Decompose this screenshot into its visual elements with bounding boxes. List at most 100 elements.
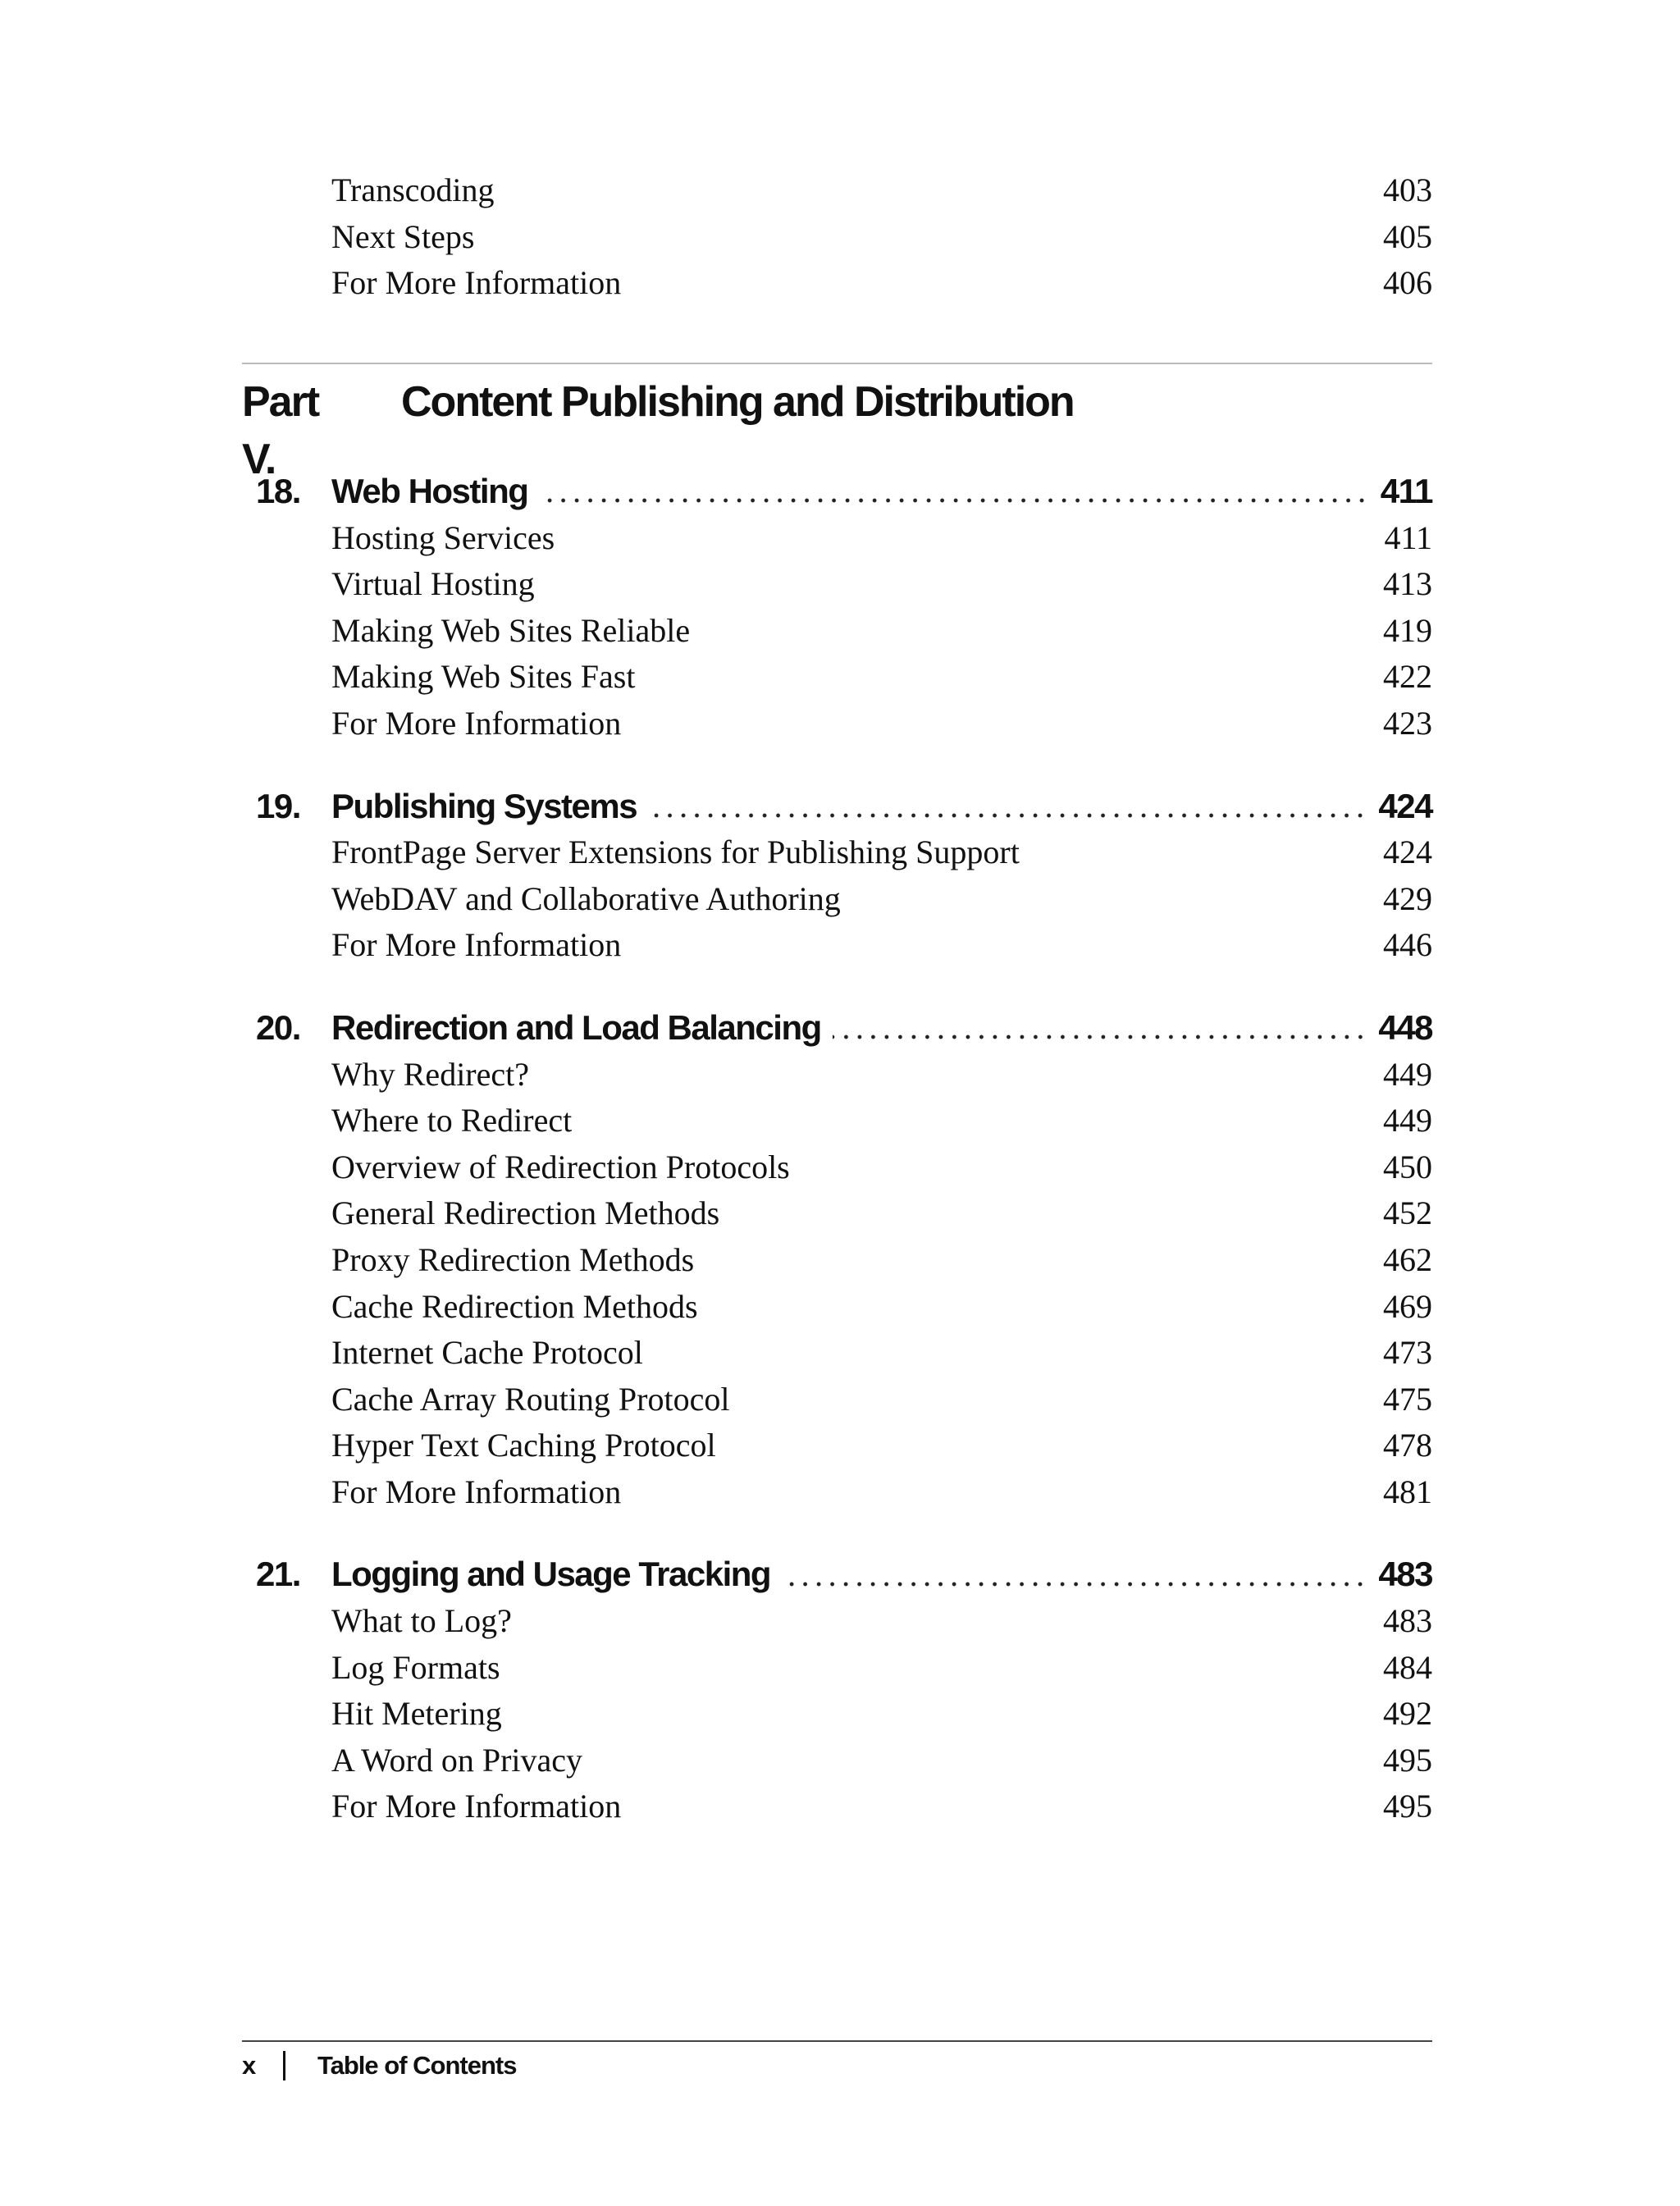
- entry-page: 475: [1383, 1380, 1432, 1418]
- toc-entry[interactable]: Virtual Hosting 413: [0, 561, 1680, 608]
- toc-entry[interactable]: For More Information 423: [0, 701, 1680, 747]
- entry-page: 492: [1383, 1695, 1432, 1733]
- entry-title: Cache Array Routing Protocol: [331, 1380, 730, 1418]
- entry-title: For More Information: [331, 926, 622, 964]
- chapter-19: 19. Publishing Systems 424 FrontPage Server…: [0, 783, 1680, 969]
- dot-leader: [832, 1034, 1367, 1041]
- chapter-list: 18. Web Hosting 411 Hosting Services 411 Virt…: [0, 468, 1680, 1866]
- entry-page: 419: [1383, 611, 1432, 649]
- dot-leader: [539, 497, 1369, 505]
- entry-title: Next Steps: [331, 217, 475, 255]
- toc-entry[interactable]: Proxy Redirection Methods 462: [0, 1237, 1680, 1284]
- entry-page: 449: [1383, 1055, 1432, 1093]
- entry-title: Transcoding: [331, 171, 495, 208]
- chapter-page: 411: [1380, 472, 1434, 510]
- entry-title: For More Information: [331, 704, 622, 742]
- toc-entry[interactable]: General Redirection Methods 452: [0, 1190, 1680, 1237]
- entry-page: 449: [1383, 1102, 1432, 1140]
- toc-entry[interactable]: For More Information 481: [0, 1469, 1680, 1516]
- chapter-heading[interactable]: 20. Redirection and Load Balancing 448: [0, 1005, 1680, 1052]
- entry-page: 429: [1383, 879, 1432, 917]
- entry-page: 406: [1383, 264, 1432, 302]
- toc-entry[interactable]: What to Log? 483: [0, 1598, 1680, 1645]
- chapter-18: 18. Web Hosting 411 Hosting Services 411 Virt…: [0, 468, 1680, 747]
- entry-title: Why Redirect?: [331, 1055, 529, 1093]
- footer-section-title: Table of Contents: [317, 2051, 517, 2080]
- chapter-heading[interactable]: 18. Web Hosting 411: [0, 468, 1680, 515]
- toc-entry[interactable]: For More Information 446: [0, 922, 1680, 969]
- chapter-title: Logging and Usage Tracking: [331, 1555, 772, 1594]
- toc-entry[interactable]: Making Web Sites Fast 422: [0, 654, 1680, 701]
- page-number: x: [242, 2051, 256, 2080]
- entry-page: 413: [1383, 565, 1432, 603]
- entry-title: Hosting Services: [331, 518, 555, 556]
- chapter-heading[interactable]: 19. Publishing Systems 424: [0, 783, 1680, 830]
- entry-title: What to Log?: [331, 1602, 512, 1640]
- entry-title: Making Web Sites Reliable: [331, 611, 691, 649]
- toc-entry[interactable]: Hosting Services 411: [0, 515, 1680, 562]
- toc-entry[interactable]: WebDAV and Collaborative Authoring 429: [0, 876, 1680, 923]
- chapter-title: Web Hosting: [331, 472, 529, 510]
- entry-page: 423: [1383, 704, 1432, 742]
- toc-entry[interactable]: Log Formats 484: [0, 1645, 1680, 1692]
- continued-entries: Transcoding 403 Next Steps 405 For More Info…: [0, 167, 1680, 307]
- part-number: Part V.: [242, 378, 320, 483]
- toc-entry[interactable]: Hyper Text Caching Protocol 478: [0, 1423, 1680, 1469]
- entry-page: 481: [1383, 1473, 1432, 1510]
- entry-title: Cache Redirection Methods: [331, 1287, 698, 1325]
- toc-entry[interactable]: Next Steps 405: [0, 214, 1680, 261]
- entry-title: WebDAV and Collaborative Authoring: [331, 879, 841, 917]
- footer-divider: [242, 2040, 1432, 2042]
- dot-leader: [648, 811, 1367, 819]
- entry-title: Proxy Redirection Methods: [331, 1240, 695, 1278]
- entry-page: 483: [1383, 1602, 1432, 1640]
- chapter-page: 424: [1378, 786, 1433, 825]
- chapter-heading[interactable]: 21. Logging and Usage Tracking 483: [0, 1551, 1680, 1598]
- entry-page: 452: [1383, 1194, 1432, 1232]
- entry-title: Hit Metering: [331, 1695, 502, 1733]
- toc-entry[interactable]: Cache Redirection Methods 469: [0, 1284, 1680, 1331]
- entry-page: 403: [1383, 171, 1432, 208]
- entry-title: A Word on Privacy: [331, 1741, 583, 1779]
- entry-title: General Redirection Methods: [331, 1194, 720, 1232]
- entry-page: 478: [1383, 1427, 1432, 1464]
- entry-page: 411: [1384, 518, 1432, 556]
- toc-entry[interactable]: Overview of Redirection Protocols 450: [0, 1144, 1680, 1191]
- chapter-number: 20.: [256, 1007, 301, 1047]
- entry-page: 446: [1383, 926, 1432, 964]
- toc-entry[interactable]: Hit Metering 492: [0, 1691, 1680, 1738]
- entry-page: 473: [1383, 1334, 1432, 1372]
- toc-entry[interactable]: Internet Cache Protocol 473: [0, 1330, 1680, 1377]
- entry-title: Virtual Hosting: [331, 565, 535, 603]
- part-title: Content Publishing and Distribution: [401, 378, 1075, 426]
- toc-entry[interactable]: For More Information 406: [0, 260, 1680, 307]
- toc-entry[interactable]: Where to Redirect 449: [0, 1098, 1680, 1144]
- toc-entry[interactable]: Making Web Sites Reliable 419: [0, 608, 1680, 655]
- entry-title: Overview of Redirection Protocols: [331, 1148, 790, 1185]
- chapter-title: Publishing Systems: [331, 786, 638, 825]
- chapter-number: 18.: [256, 472, 301, 510]
- toc-entry[interactable]: FrontPage Server Extensions for Publishi…: [0, 829, 1680, 876]
- part-divider: [242, 363, 1432, 364]
- entry-title: Internet Cache Protocol: [331, 1334, 643, 1372]
- toc-entry[interactable]: A Word on Privacy 495: [0, 1738, 1680, 1784]
- entry-page: 495: [1383, 1741, 1432, 1779]
- toc-entry[interactable]: Transcoding 403: [0, 167, 1680, 214]
- entry-title: For More Information: [331, 1788, 622, 1825]
- toc-entry[interactable]: Cache Array Routing Protocol 475: [0, 1377, 1680, 1423]
- chapter-title: Redirection and Load Balancing: [331, 1007, 822, 1047]
- dot-leader: [782, 1580, 1367, 1587]
- entry-title: FrontPage Server Extensions for Publishi…: [331, 834, 1020, 871]
- entry-title: For More Information: [331, 264, 622, 302]
- chapter-number: 21.: [256, 1555, 301, 1594]
- chapter-page: 448: [1378, 1007, 1433, 1047]
- chapter-number: 19.: [256, 786, 301, 825]
- entry-page: 424: [1383, 834, 1432, 871]
- toc-entry[interactable]: For More Information 495: [0, 1784, 1680, 1830]
- entry-title: For More Information: [331, 1473, 622, 1510]
- entry-page: 469: [1383, 1287, 1432, 1325]
- entry-title: Making Web Sites Fast: [331, 658, 636, 696]
- entry-title: Where to Redirect: [331, 1102, 573, 1140]
- chapter-page: 483: [1378, 1555, 1433, 1594]
- toc-entry[interactable]: Why Redirect? 449: [0, 1052, 1680, 1098]
